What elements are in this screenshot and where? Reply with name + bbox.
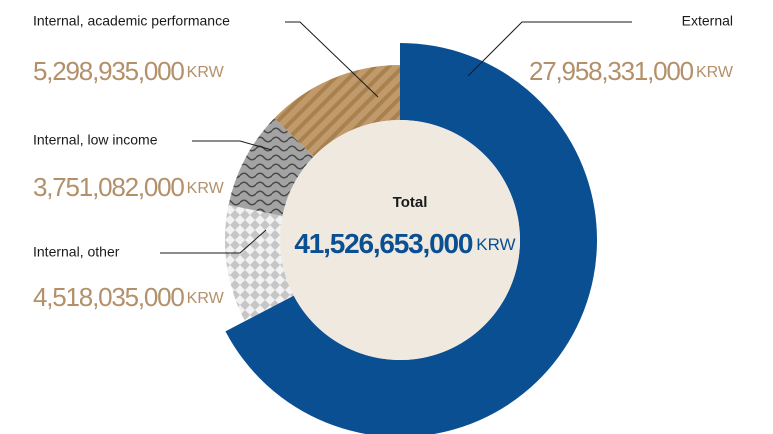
legend-label: External — [682, 13, 733, 29]
leader-line — [467, 21, 632, 77]
value-label: 27,958,331,000 KRW — [529, 56, 734, 86]
leader-line — [285, 21, 379, 98]
value-unit: KRW — [187, 64, 225, 81]
center-disc — [280, 120, 520, 360]
value-number: 5,298,935,000 — [33, 56, 184, 86]
value-unit: KRW — [187, 290, 225, 307]
value-unit: KRW — [187, 180, 225, 197]
total-value: 41,526,653,000 KRW — [294, 228, 515, 259]
legend-label: Internal, low income — [33, 132, 158, 148]
total-unit: KRW — [476, 235, 515, 254]
leader-line — [192, 140, 273, 151]
legend-label: Internal, other — [33, 244, 120, 260]
slice — [228, 118, 314, 216]
value-label: 3,751,082,000 KRW — [33, 172, 225, 202]
total-title: Total — [393, 194, 428, 211]
value-number: 3,751,082,000 — [33, 172, 184, 202]
value-unit: KRW — [696, 64, 734, 81]
value-number: 27,958,331,000 — [529, 56, 694, 86]
legend-label: Internal, academic performance — [33, 13, 230, 29]
total-number: 41,526,653,000 — [294, 228, 472, 259]
leader-line — [160, 229, 267, 254]
slice — [224, 204, 294, 322]
value-label: 5,298,935,000 KRW — [33, 56, 225, 86]
slice — [225, 43, 597, 434]
value-label: 4,518,035,000 KRW — [33, 282, 225, 312]
value-number: 4,518,035,000 — [33, 282, 184, 312]
